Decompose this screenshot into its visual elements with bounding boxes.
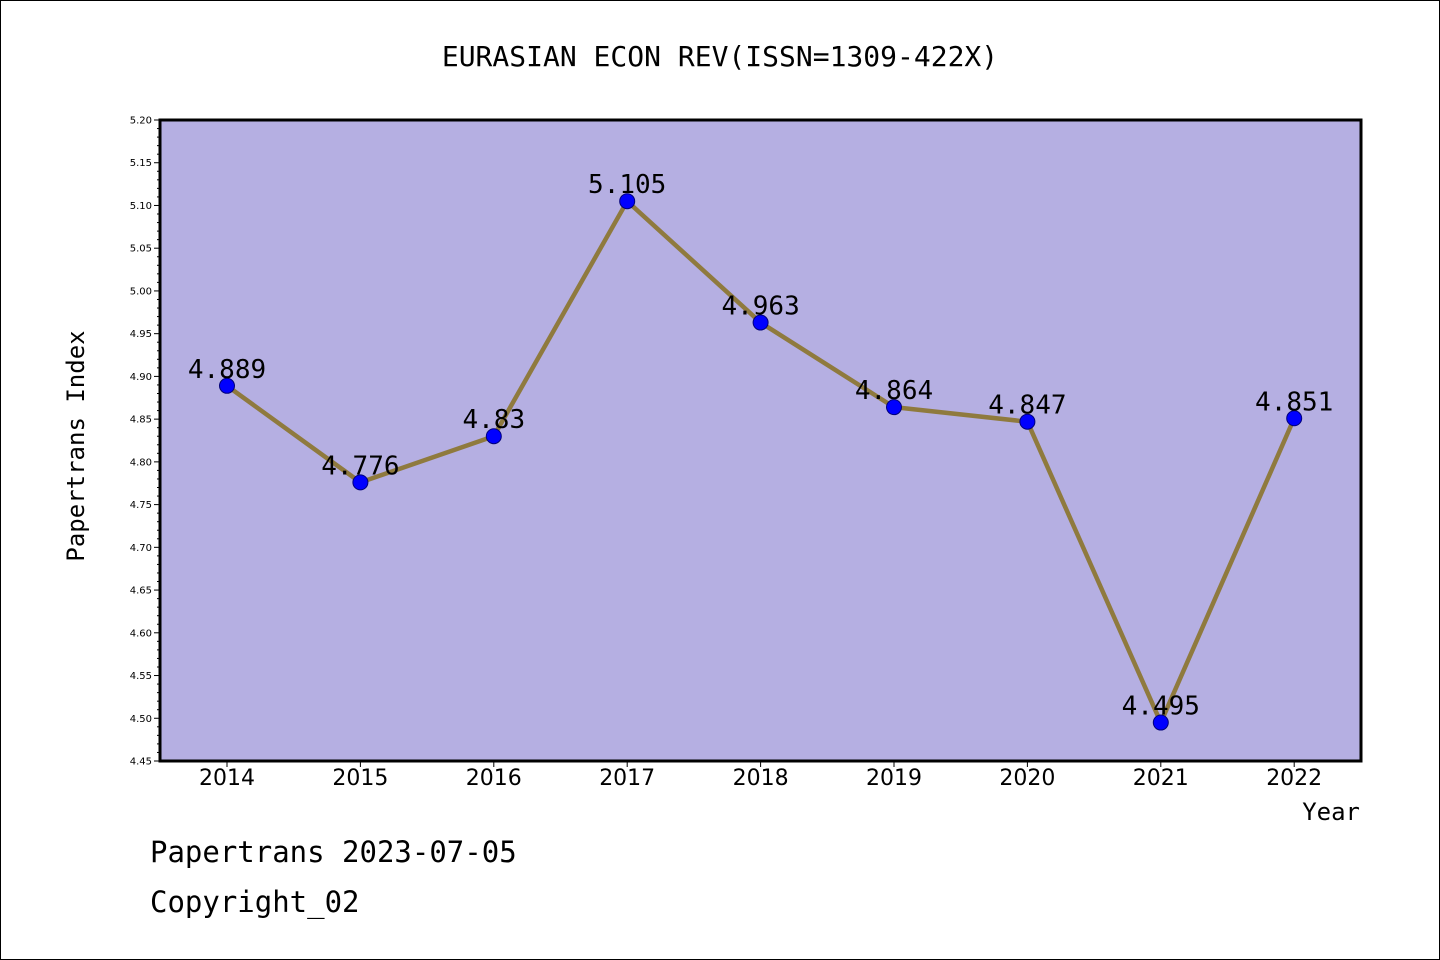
y-tick-label: 5.10: [130, 201, 152, 212]
footer-date: Papertrans 2023-07-05: [150, 835, 517, 869]
chart-title: EURASIAN ECON REV(ISSN=1309-422X): [442, 40, 998, 73]
data-label: 4.847: [988, 391, 1066, 421]
y-tick-label: 4.80: [130, 457, 152, 468]
y-tick-label: 4.60: [130, 628, 152, 639]
y-tick-label: 4.65: [130, 586, 152, 597]
data-label: 4.83: [462, 405, 525, 435]
data-point: [619, 193, 636, 210]
y-tick-label: 4.85: [130, 415, 152, 426]
data-point: [219, 377, 235, 394]
x-tick-label: 2017: [599, 766, 655, 791]
y-tick-label: 4.95: [130, 329, 152, 340]
data-label: 4.963: [721, 292, 799, 322]
series-group: 4.889 4.776 4.83 5.105 4.963 4.864 4.847 4.495 4…: [188, 170, 1333, 731]
y-tick-label: 5.05: [130, 244, 152, 255]
y-tick-label: 5.15: [130, 158, 152, 169]
x-tick-label: 2015: [332, 766, 388, 791]
data-point: [485, 428, 502, 445]
data-label: 5.105: [588, 170, 666, 200]
data-label: 4.864: [855, 376, 933, 406]
y-axis: 4.45 4.50 4.55 4.60 4.65 4.70 4.75 4.80 4.85 4.90…: [130, 116, 160, 768]
x-tick-label: 2019: [866, 766, 922, 791]
footer-copyright: Copyright_02: [150, 885, 360, 919]
x-tick-label: 2018: [733, 766, 789, 791]
y-tick-label: 4.90: [130, 372, 152, 383]
plot-area: [158, 118, 1363, 763]
y-tick-label: 5.00: [130, 286, 152, 297]
y-tick-label: 4.45: [130, 757, 152, 768]
data-point: [886, 399, 902, 416]
y-tick-label: 4.75: [130, 500, 152, 511]
x-tick-label: 2022: [1266, 766, 1322, 791]
x-tick-label: 2021: [1133, 766, 1189, 791]
data-label: 4.776: [321, 451, 399, 481]
data-point: [1152, 714, 1169, 731]
y-tick-label: 4.50: [130, 714, 152, 725]
x-tick-label: 2020: [999, 766, 1055, 791]
data-label: 4.495: [1122, 692, 1200, 722]
x-axis-title: Year: [1302, 798, 1360, 826]
y-axis-title: Papertrans Index: [62, 330, 90, 561]
data-point: [1019, 413, 1036, 430]
y-tick-label: 4.70: [130, 543, 152, 554]
x-axis: 2014 2015 2016 2017 2018 2019 2020 2021 2022: [199, 761, 1322, 791]
data-point: [352, 474, 369, 491]
data-label: 4.851: [1255, 387, 1333, 417]
data-point: [1286, 410, 1303, 427]
y-tick-label: 5.20: [130, 116, 152, 127]
data-label: 4.889: [188, 355, 266, 385]
x-tick-label: 2014: [199, 766, 255, 791]
data-point: [752, 314, 769, 331]
x-tick-label: 2016: [466, 766, 522, 791]
y-tick-label: 4.55: [130, 671, 152, 682]
